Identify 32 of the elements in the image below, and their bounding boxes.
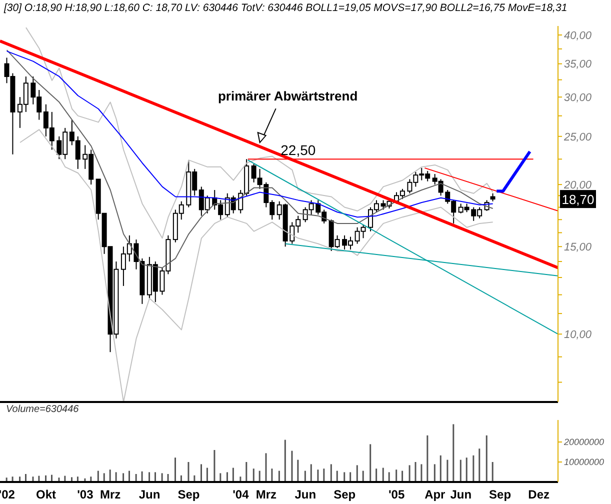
text: 18,70 (562, 192, 594, 208)
y-tick-label: 20000000 (563, 437, 604, 448)
y-tick-label: 10,00 (564, 329, 592, 341)
x-tick-label: Okt (36, 488, 56, 502)
line-series (20, 129, 494, 402)
x-tick-label: Sep (334, 488, 356, 502)
line-series (6, 50, 494, 268)
y-tick-label: 10000000 (564, 457, 604, 468)
y-tick-label: 15,00 (564, 242, 592, 254)
line-series (25, 27, 494, 239)
x-tick-label: Mrz (100, 488, 121, 502)
x-tick-label: Dez (528, 488, 550, 502)
annotation: primärer Abwärtstrend (218, 88, 358, 104)
chart-title: Volume=630446 (6, 404, 80, 416)
x-tick-label: Jun (138, 488, 160, 502)
x-tick-label: Mrz (256, 488, 277, 502)
x-tick-label: Apr (424, 488, 446, 502)
x-tick-label: '03 (77, 488, 94, 502)
chart-title: [30] O:18,90 H:18,90 L:18,60 C: 18,70 LV: 630446 TotV: 630446 BOLL1=19,05 MOVS=17,90 BOLL2=16,75 MovE=18,31 (4, 2, 568, 14)
line-series (6, 50, 494, 218)
x-tick-label: Sep (178, 488, 200, 502)
y-tick-label: 40,00 (564, 30, 592, 42)
x-tick-label: Jun (294, 488, 316, 502)
x-tick-label: '05 (388, 488, 405, 502)
annotation: 22,50 (280, 142, 316, 158)
y-tick-label: 30,00 (564, 92, 592, 104)
y-tick-label: 20,00 (563, 179, 592, 192)
x-tick-label: Jun (450, 488, 472, 502)
x-tick-label: Sep (489, 488, 512, 502)
y-tick-label: 25,00 (563, 131, 592, 144)
x-tick-label: '04 (232, 488, 250, 502)
y-tick-label: 35,00 (564, 58, 592, 71)
